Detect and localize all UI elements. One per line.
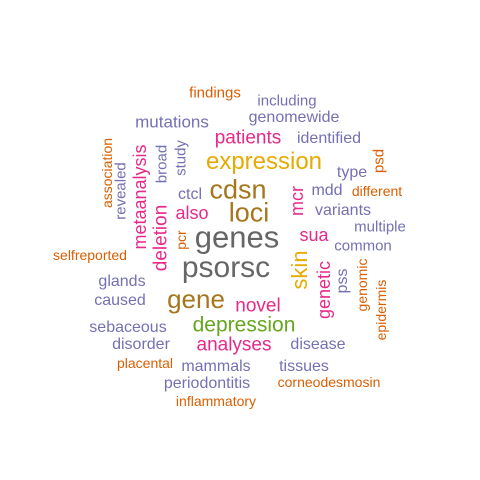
word-psorsc: psorsc bbox=[181, 251, 271, 284]
word-selfreported: selfreported bbox=[53, 247, 127, 263]
word-placental: placental bbox=[116, 355, 174, 371]
word-different: different bbox=[351, 183, 403, 199]
word-deletion: deletion bbox=[150, 204, 172, 272]
word-broad: broad bbox=[153, 144, 171, 184]
word-variants: variants bbox=[314, 202, 372, 219]
word-analyses: analyses bbox=[196, 334, 272, 356]
word-mutations: mutations bbox=[135, 112, 209, 132]
word-loci: loci bbox=[228, 197, 270, 228]
word-glands: glands bbox=[98, 273, 146, 290]
word-identified: identified bbox=[296, 130, 362, 147]
word-common: common bbox=[334, 237, 392, 255]
word-sebaceous: sebaceous bbox=[89, 319, 167, 336]
word-disease: disease bbox=[290, 336, 346, 353]
word-findings: findings bbox=[189, 84, 241, 102]
word-genomic: genomic bbox=[354, 258, 370, 312]
word-gene: gene bbox=[167, 284, 225, 314]
word-also: also bbox=[175, 203, 209, 223]
word-cdsn: cdsn bbox=[209, 174, 267, 205]
word-inflammatory: inflammatory bbox=[175, 393, 257, 409]
word-epidermis: epidermis bbox=[373, 279, 389, 341]
word-corneodesmosin: corneodesmosin bbox=[277, 374, 381, 390]
word-genes: genes bbox=[194, 219, 280, 255]
word-including: including bbox=[257, 92, 317, 110]
word-study: study bbox=[172, 140, 190, 176]
word-ctcl: ctcl bbox=[178, 186, 202, 203]
word-sua: sua bbox=[299, 225, 329, 245]
word-revealed: revealed bbox=[112, 162, 130, 220]
word-psd: psd bbox=[370, 148, 388, 174]
word-genomewide: genomewide bbox=[248, 109, 340, 126]
word-depression: depression bbox=[192, 313, 296, 337]
word-mammals: mammals bbox=[181, 358, 251, 375]
word-patients: patients bbox=[214, 127, 282, 149]
word-mcr: mcr bbox=[287, 186, 307, 216]
word-metaanalysis: metaanalysis bbox=[130, 144, 150, 250]
word-mdd: mdd bbox=[311, 182, 343, 199]
word-expression: expression bbox=[205, 148, 323, 175]
word-tissues: tissues bbox=[279, 358, 329, 375]
word-pcr: pcr bbox=[173, 230, 189, 250]
word-caused: caused bbox=[94, 292, 146, 309]
word-pss: pss bbox=[334, 268, 351, 294]
word-disorder: disorder bbox=[112, 336, 170, 353]
word-type: type bbox=[336, 164, 368, 181]
word-genetic: genetic bbox=[314, 260, 334, 320]
word-skin: skin bbox=[287, 250, 312, 290]
word-multiple: multiple bbox=[354, 218, 406, 236]
word-periodontitis: periodontitis bbox=[163, 375, 251, 392]
word-novel: novel bbox=[235, 295, 281, 317]
